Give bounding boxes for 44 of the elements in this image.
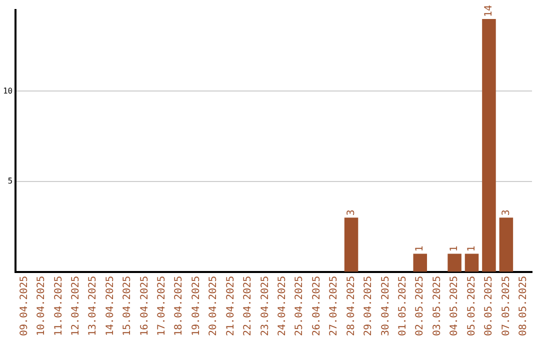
bar: [344, 218, 358, 272]
x-tick-label: 21.04.2025: [225, 276, 236, 336]
x-tick-label: 12.04.2025: [70, 276, 82, 336]
bar: [499, 218, 514, 272]
x-tick-label: 06.05.2025: [484, 276, 495, 336]
x-tick-label: 16.04.2025: [139, 276, 150, 336]
x-tick-label: 25.04.2025: [294, 276, 306, 336]
bar: [413, 254, 428, 272]
data-label: 3: [500, 210, 512, 216]
y-tick-label: 5: [8, 176, 13, 186]
x-tick-label: 11.04.2025: [53, 276, 64, 336]
data-label: 3: [346, 210, 357, 216]
x-tick-label: 01.05.2025: [398, 276, 408, 336]
y-tick-label: 10: [2, 86, 13, 96]
x-tick-label: 30.04.2025: [380, 276, 392, 336]
bar: [464, 254, 479, 272]
x-tick-label: 07.05.2025: [500, 276, 512, 336]
data-label: 14: [484, 4, 495, 18]
x-tick-label: 15.04.2025: [122, 276, 134, 336]
x-tick-label: 05.05.2025: [466, 276, 478, 336]
x-tick-label: 22.04.2025: [242, 276, 254, 336]
data-label: 1: [414, 246, 426, 252]
x-tick-label: 17.04.2025: [156, 276, 168, 336]
x-tick-label: 14.04.2025: [104, 276, 116, 336]
x-tick-label: 23.04.2025: [260, 276, 271, 336]
x-tick-label: 29.04.2025: [363, 276, 374, 336]
bar: [482, 19, 496, 272]
x-tick-label: 18.04.2025: [174, 276, 185, 336]
x-tick-label: 13.04.2025: [88, 276, 99, 336]
bar: [448, 254, 462, 272]
x-tick-label: 24.04.2025: [277, 276, 288, 336]
x-tick-label: 03.05.2025: [432, 276, 443, 336]
x-tick-label: 27.04.2025: [328, 276, 340, 336]
data-label: 1: [449, 246, 460, 252]
x-tick-label: 04.05.2025: [449, 276, 460, 336]
x-tick-label: 10.04.2025: [36, 276, 48, 336]
x-tick-label: 19.04.2025: [190, 276, 202, 336]
x-tick-label: 26.04.2025: [311, 276, 322, 336]
x-tick-label: 02.05.2025: [414, 276, 426, 336]
x-tick-label: 08.05.2025: [518, 276, 529, 336]
x-tick-label: 09.04.2025: [18, 276, 30, 336]
x-tick-label: 20.04.2025: [208, 276, 220, 336]
x-tick-label: 28.04.2025: [346, 276, 357, 336]
data-label: 1: [466, 246, 478, 252]
